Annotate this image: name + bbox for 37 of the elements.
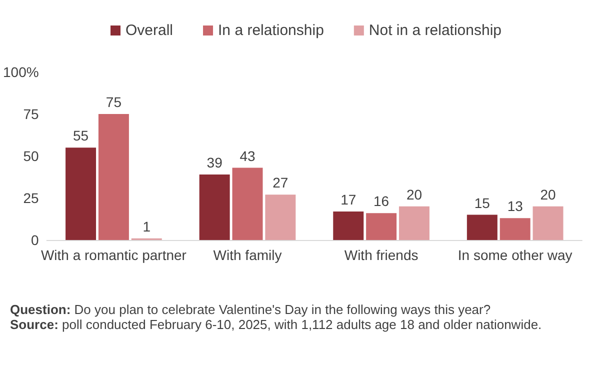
data-label: 43 (240, 148, 256, 164)
bar (66, 148, 96, 240)
data-label: 20 (540, 186, 556, 202)
bar (98, 114, 129, 240)
y-tick-label: 50 (23, 148, 40, 164)
bar (199, 174, 230, 240)
legend-label: Not in a relationship (368, 22, 502, 39)
x-tick-label: With a romantic partner (40, 247, 187, 263)
y-tick-label: 25 (23, 190, 40, 206)
bar (333, 211, 364, 240)
data-label: 13 (507, 198, 524, 214)
bar (398, 206, 430, 240)
bar (366, 213, 397, 240)
bar (265, 194, 296, 240)
legend-label: Overall (126, 22, 174, 39)
text: Question: Do you plan to celebrate Valentine's Day in the following ways this year? (10, 302, 492, 317)
data-label: 16 (374, 193, 390, 210)
x-tick-label: In some other way (458, 247, 572, 263)
bar (500, 218, 530, 240)
data-label: 17 (340, 191, 356, 208)
legend-label: In a relationship (218, 22, 324, 39)
bar (532, 206, 564, 240)
data-label: 20 (406, 186, 422, 202)
y-tick-label: 0 (31, 232, 40, 248)
y-tick-label: 75 (23, 106, 40, 122)
data-label: 15 (474, 194, 490, 211)
data-label: 27 (272, 174, 288, 191)
x-tick-label: With friends (344, 247, 418, 263)
data-label: 1 (142, 218, 151, 234)
data-label: 55 (72, 128, 89, 144)
data-label: 75 (106, 94, 122, 110)
bar (466, 214, 498, 240)
bar (232, 168, 263, 240)
source-note: Source: poll conducted February 6-10, 2025, with 1,112 adults age 18 and older nationwide. (10, 317, 543, 332)
y-tick-label: 100% (2, 64, 39, 80)
x-tick-label: With family (213, 247, 282, 263)
data-label: 39 (206, 154, 223, 170)
